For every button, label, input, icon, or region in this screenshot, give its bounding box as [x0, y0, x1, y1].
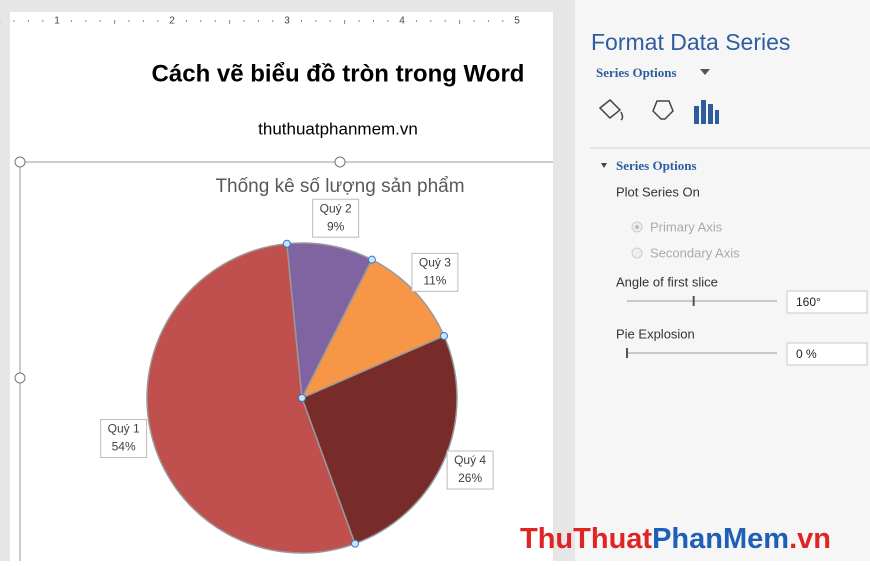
dropdown-arrow[interactable]	[700, 69, 710, 75]
selection-handle	[440, 331, 449, 340]
fill-icon[interactable]	[598, 98, 624, 121]
pie-slice	[146, 242, 356, 554]
watermark: ThuThuatPhanMem.vn	[520, 523, 831, 555]
value-label: 26%	[458, 471, 482, 485]
options-dropdown[interactable]: Series Options	[596, 65, 677, 80]
selection-handle	[367, 255, 376, 264]
doc-title: Cách vẽ biểu đồ tròn trong Word	[152, 60, 525, 87]
radio-label: Primary Axis	[650, 219, 723, 234]
ruler-label: 5	[514, 16, 520, 27]
handle[interactable]	[14, 156, 26, 168]
radio-label: Secondary Axis	[650, 245, 740, 260]
radio[interactable]	[631, 247, 643, 259]
pie: Quý 1 54% Quý 2 9% Quý 3 11% Quý 4 26%	[100, 198, 494, 554]
explosion-value: 0 %	[796, 347, 817, 361]
ruler	[10, 12, 553, 28]
panel-title: Format Data Series	[591, 29, 790, 55]
chart-frame	[19, 161, 553, 561]
category-label: Quý 2	[320, 201, 352, 215]
value-label: 11%	[423, 274, 446, 288]
spin-box[interactable]	[786, 342, 868, 366]
category-label: Quý 1	[108, 422, 140, 436]
label: Angle of first slice	[616, 274, 718, 289]
label-box	[312, 198, 360, 238]
chart-title: Thống kê số lượng sản phẩm	[215, 176, 464, 197]
format-panel	[575, 0, 870, 561]
pie-slice	[301, 334, 458, 545]
handle[interactable]	[14, 372, 26, 384]
value-label: 54%	[112, 440, 136, 454]
value-label: 9%	[327, 219, 345, 233]
selection-handle	[282, 239, 291, 248]
ruler-label: 3	[284, 16, 290, 27]
label: Plot Series On	[616, 184, 700, 199]
spin-box[interactable]	[786, 290, 868, 314]
series-icon[interactable]	[694, 100, 719, 124]
angle-value: 160°	[796, 295, 821, 309]
label-box	[100, 419, 148, 459]
handle[interactable]	[334, 156, 346, 168]
section-title[interactable]: Series Options	[616, 158, 697, 173]
ruler-labels: 1 2 3 4 5	[0, 16, 520, 27]
category-label: Quý 4	[454, 453, 486, 467]
category-label: Quý 3	[419, 256, 451, 270]
ruler-label: 4	[399, 16, 405, 27]
ruler-label: 2	[169, 16, 175, 27]
doc-subtitle: thuthuatphanmem.vn	[258, 119, 418, 138]
selection-handle	[351, 539, 360, 548]
clip	[553, 40, 575, 100]
selection-handle	[298, 394, 306, 402]
label-box	[446, 450, 494, 490]
radio-dot	[635, 225, 639, 229]
collapse-arrow[interactable]	[601, 163, 607, 168]
effects-icon[interactable]	[652, 100, 674, 120]
label: Pie Explosion	[616, 326, 695, 341]
ruler-label: 1	[54, 16, 60, 27]
label-box	[411, 252, 459, 292]
